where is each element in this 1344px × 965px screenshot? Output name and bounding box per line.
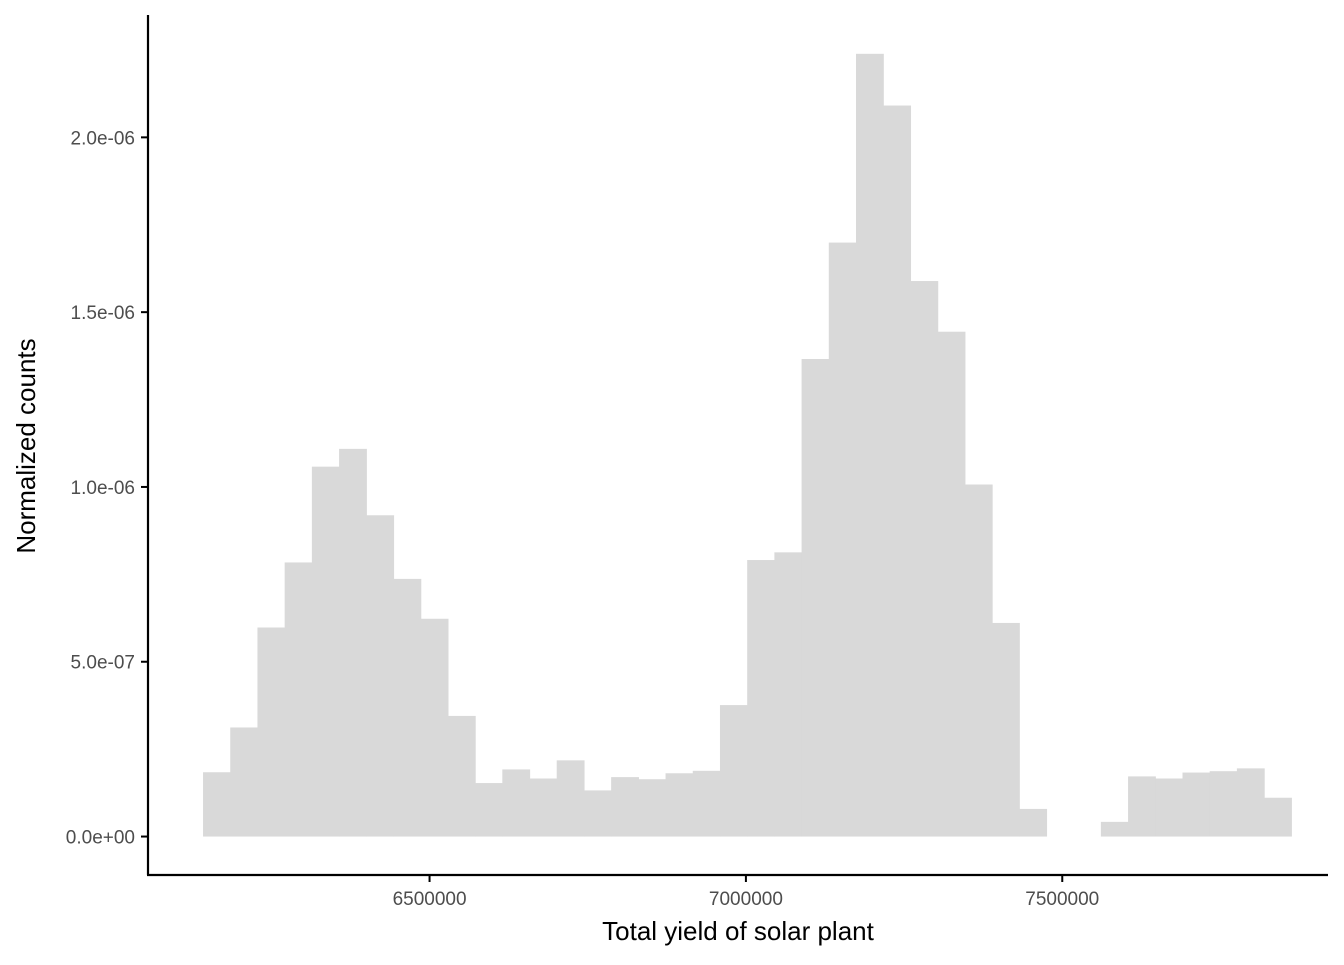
- histogram-bar: [774, 552, 803, 837]
- histogram-bar: [1128, 776, 1156, 837]
- histogram-bar: [311, 466, 340, 837]
- x-ticks-group: 6500000 7000000 7500000: [393, 875, 1099, 910]
- histogram-bar: [529, 778, 558, 837]
- histogram-bar: [747, 560, 775, 837]
- histogram-bar: [719, 705, 748, 837]
- histogram-bar: [230, 727, 259, 837]
- histogram-bar: [1264, 797, 1292, 837]
- y-tick-label: 1.5e-06: [71, 303, 135, 324]
- histogram-bar: [910, 281, 939, 837]
- histogram-bar: [992, 622, 1020, 837]
- histogram-bar: [856, 53, 884, 837]
- histogram-bar: [203, 772, 231, 837]
- y-tick-label: 5.0e-07: [71, 653, 135, 674]
- histogram-bar: [937, 331, 966, 837]
- histogram-bar: [284, 562, 313, 837]
- histogram-bar: [1155, 778, 1184, 837]
- histogram-bar: [502, 769, 531, 837]
- axes-group: [146, 15, 1328, 877]
- y-tick-label: 0.0e+00: [66, 828, 135, 849]
- histogram-bar: [801, 359, 830, 837]
- histogram-bar: [883, 105, 912, 837]
- histogram-bar: [638, 779, 667, 837]
- x-axis-title: Total yield of solar plant: [602, 916, 874, 946]
- histogram-bar: [447, 715, 476, 837]
- y-ticks-group: 0.0e+00 5.0e-07 1.0e-06 1.5e-06 2.0e-06: [66, 128, 148, 849]
- histogram-bar: [339, 448, 367, 837]
- y-tick-label: 1.0e-06: [71, 478, 135, 499]
- histogram-bar: [964, 484, 993, 837]
- y-axis-title: Normalized counts: [11, 338, 41, 553]
- histogram-bar: [1236, 768, 1265, 837]
- histogram-bar: [692, 770, 721, 837]
- x-tick-label: 6500000: [393, 889, 467, 910]
- histogram-bar: [1209, 771, 1238, 837]
- x-tick-label: 7500000: [1025, 889, 1099, 910]
- histogram-bar: [475, 783, 503, 837]
- histogram-bar: [1019, 808, 1048, 837]
- histogram-bar: [1100, 821, 1129, 837]
- histogram-bar: [556, 760, 585, 837]
- y-tick-label: 2.0e-06: [71, 128, 135, 149]
- histogram-bar: [1182, 772, 1211, 837]
- histogram-bar: [366, 515, 395, 837]
- histogram-bar: [665, 773, 694, 837]
- x-tick-label: 7000000: [709, 889, 783, 910]
- histogram-bar: [420, 618, 449, 837]
- histogram-bar: [393, 578, 422, 837]
- histogram-bar: [257, 627, 286, 837]
- histogram-bar: [828, 242, 857, 837]
- histogram-bar: [611, 777, 639, 837]
- histogram-bar: [583, 790, 612, 837]
- bars-group: [203, 53, 1292, 837]
